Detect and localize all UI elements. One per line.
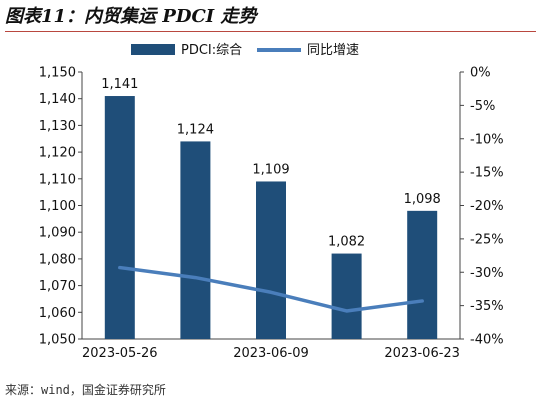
line-series xyxy=(118,265,424,313)
bar-value-label: 1,124 xyxy=(177,122,214,137)
right-tick-label: -20% xyxy=(470,199,504,214)
x-tick-label: 2023-06-09 xyxy=(233,346,309,361)
bar-value-label: 1,141 xyxy=(101,77,138,92)
bar xyxy=(256,181,286,339)
left-tick-label: 1,050 xyxy=(39,333,76,348)
growth-line xyxy=(118,265,424,313)
left-tick-label: 1,140 xyxy=(39,92,76,107)
left-tick-label: 1,130 xyxy=(39,119,76,134)
right-tick-label: -15% xyxy=(470,166,504,181)
left-tick-label: 1,110 xyxy=(39,172,76,187)
chart-title: 图表11：内贸集运 PDCI 走势 xyxy=(5,2,536,32)
chart: PDCI:综合 同比增速 1,1501,1401,1301,1201,1101,… xyxy=(39,43,504,362)
right-tick-label: 0% xyxy=(470,66,491,81)
x-tick-label: 2023-05-26 xyxy=(82,346,158,361)
right-tick-label: -30% xyxy=(470,266,504,281)
bar xyxy=(180,141,211,339)
left-tick-label: 1,060 xyxy=(39,306,76,321)
right-tick-label: -40% xyxy=(470,333,504,348)
bar-value-label: 1,109 xyxy=(252,162,289,177)
left-tick-label: 1,090 xyxy=(39,226,76,241)
bar-value-label: 1,082 xyxy=(328,235,365,250)
left-tick-label: 1,080 xyxy=(39,252,76,267)
bar xyxy=(104,96,135,339)
axes: 1,150 1,140 1,130 1,120 1,110 1,100 1,090 1,080… xyxy=(39,66,504,362)
legend-label-line: 同比增速 xyxy=(307,43,359,58)
right-tick-label: -25% xyxy=(470,232,504,247)
left-tick-label: 1,120 xyxy=(39,146,76,161)
legend-label-bar: PDCI:综合 xyxy=(181,43,242,58)
left-tick-label: 1,100 xyxy=(39,199,76,214)
x-tick-label: 2023-06-23 xyxy=(384,346,460,361)
bar xyxy=(407,210,438,339)
bar-series xyxy=(104,96,438,339)
right-tick-label: -10% xyxy=(470,132,504,147)
left-tick-label: 1,070 xyxy=(39,279,76,294)
right-tick-label: -5% xyxy=(470,99,495,114)
source-note: 来源：wind，国金证券研究所 xyxy=(5,383,166,397)
left-tick-label: 1,150 xyxy=(39,66,76,81)
bar-value-label: 1,098 xyxy=(404,192,441,207)
legend-swatch-bar xyxy=(131,44,175,55)
bar-value-labels: 1,141 1,124 1,109 1,082 1,098 xyxy=(101,77,441,250)
bar xyxy=(331,253,362,339)
legend: PDCI:综合 同比增速 xyxy=(131,43,359,58)
right-tick-label: -35% xyxy=(470,299,504,314)
